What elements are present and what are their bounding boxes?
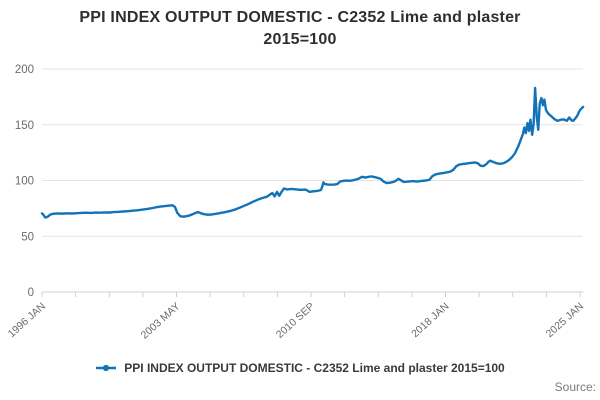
y-axis-label: 150 bbox=[15, 120, 34, 132]
x-axis-label: 2025 JAN bbox=[544, 300, 586, 340]
y-axis-label: 200 bbox=[15, 64, 34, 76]
y-axis-label: 100 bbox=[15, 176, 34, 188]
x-axis-label: 2010 SEP bbox=[274, 300, 317, 341]
chart-title-line2: 2015=100 bbox=[263, 31, 337, 48]
legend-label: PPI INDEX OUTPUT DOMESTIC - C2352 Lime a… bbox=[124, 361, 505, 375]
legend-line-dot-icon bbox=[95, 363, 117, 373]
source-label: Source: bbox=[554, 380, 596, 394]
chart-title-line1: PPI INDEX OUTPUT DOMESTIC - C2352 Lime a… bbox=[79, 9, 521, 26]
x-axis-label: 1996 JAN bbox=[6, 300, 48, 340]
chart-title: PPI INDEX OUTPUT DOMESTIC - C2352 Lime a… bbox=[20, 7, 580, 51]
x-axis-label: 2018 JAN bbox=[409, 300, 451, 340]
legend: PPI INDEX OUTPUT DOMESTIC - C2352 Lime a… bbox=[0, 361, 600, 375]
series-line bbox=[40, 86, 585, 219]
y-axis-label: 50 bbox=[21, 231, 34, 243]
y-axis-label: 0 bbox=[28, 287, 34, 299]
x-axis-label: 2003 MAY bbox=[139, 300, 183, 341]
